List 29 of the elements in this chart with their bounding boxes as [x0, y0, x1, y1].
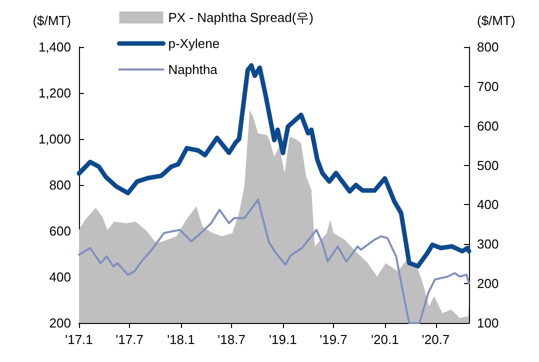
x-tick-label: '19.1: [269, 332, 297, 347]
legend-label: p-Xylene: [168, 36, 220, 51]
y2-axis-title: ($/MT): [477, 13, 516, 28]
y2-tick-label: 700: [477, 78, 499, 94]
y-tick-label: 400: [49, 270, 71, 284]
x-tick-label: '18.1: [167, 332, 195, 347]
x-tick-label: '17.1: [65, 332, 93, 347]
x-tick-label: '18.7: [218, 332, 246, 347]
x-tick-label: '19.7: [320, 332, 348, 347]
legend-label: PX - Naphtha Spread(우): [168, 10, 314, 25]
y2-tick-label: 300: [477, 236, 499, 252]
y-tick-label: 1,000: [38, 132, 71, 146]
y-axis-title: ($/MT): [32, 13, 71, 28]
y2-tick-label: 800: [477, 40, 499, 54]
legend-label: Naphtha: [168, 62, 218, 77]
y-tick-label: 800: [49, 178, 71, 192]
x-tick-label: '17.7: [116, 332, 144, 347]
y-tick-label: 200: [49, 316, 71, 330]
y2-tick-label: 100: [477, 316, 499, 330]
y-tick-label: 600: [49, 224, 71, 238]
y2-tick-label: 600: [477, 118, 499, 134]
x-tick-label: '20.7: [422, 332, 450, 347]
y2-tick-label: 500: [477, 158, 499, 173]
x-tick-label: '20.1: [371, 332, 399, 347]
y-tick-label: 1,200: [38, 86, 71, 100]
y-tick-label: 1,400: [38, 40, 71, 54]
y2-tick-label: 200: [477, 276, 499, 292]
y2-tick-label: 400: [477, 197, 499, 212]
line-series: [76, 63, 472, 268]
